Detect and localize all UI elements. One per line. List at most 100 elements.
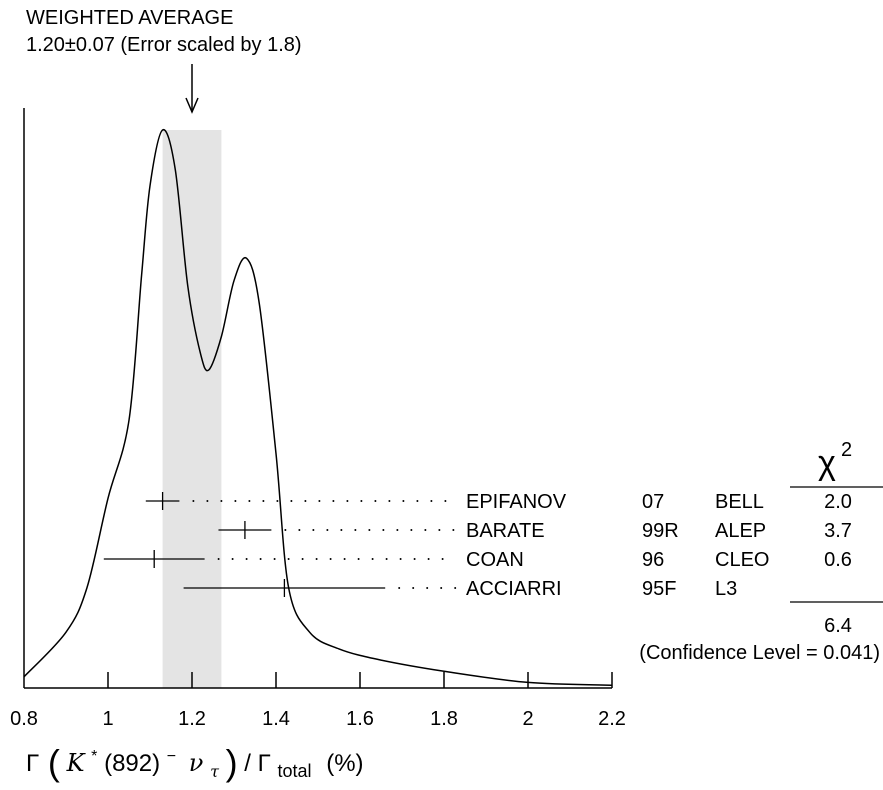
leader-dot	[452, 529, 455, 531]
x-tick-label: 1.6	[346, 708, 374, 730]
leader-dot	[374, 500, 377, 502]
leader-dot	[234, 500, 237, 502]
leader-dot	[388, 500, 391, 502]
x-label-close-paren: )	[226, 742, 238, 783]
leader-dot	[318, 500, 321, 502]
measurement-experiment: CLEO	[715, 549, 769, 571]
leader-dot	[396, 529, 399, 531]
leader-dot	[426, 587, 429, 589]
x-tick-label: 1.2	[178, 708, 206, 730]
x-label-tau: τ	[210, 762, 220, 781]
leader-dot	[332, 500, 335, 502]
x-tick-label: 0.8	[10, 708, 38, 730]
confidence-level: (Confidence Level = 0.041)	[639, 642, 880, 664]
ideogram-curve	[23, 129, 613, 686]
measurement-name: EPIFANOV	[466, 491, 567, 513]
chi2-symbol: χ	[818, 444, 836, 482]
leader-dot	[410, 529, 413, 531]
measurement-name: ACCIARRI	[466, 578, 562, 600]
leader-dot	[440, 587, 443, 589]
chi2-total: 6.4	[824, 615, 852, 637]
leader-dot	[340, 529, 343, 531]
x-label-slash: /	[244, 750, 251, 777]
measurement-year: 96	[642, 549, 664, 571]
x-label-open-paren: (	[48, 742, 60, 783]
chi2-header: χ	[818, 444, 836, 482]
x-tick-label: 2.2	[598, 708, 626, 730]
x-tick-label: 1	[102, 708, 113, 730]
x-tick-label: 2	[522, 708, 533, 730]
leader-dot	[371, 558, 374, 560]
leader-dot	[398, 587, 401, 589]
leader-dot	[273, 558, 276, 560]
measurement-row: COAN 96 CLEO 0.6	[103, 549, 852, 571]
weighted-average-value: 1.20±0.07 (Error scaled by 1.8)	[26, 34, 302, 56]
leader-dot	[343, 558, 346, 560]
x-label-gamma: Γ	[26, 750, 39, 777]
chi2-header-superscript: 2	[841, 439, 852, 461]
measurement-year: 95F	[642, 578, 676, 600]
leader-dot	[368, 529, 371, 531]
leader-dot	[357, 558, 360, 560]
leader-dot	[399, 558, 402, 560]
leader-dot	[192, 500, 195, 502]
weighted-average-title: WEIGHTED AVERAGE	[26, 7, 233, 29]
leader-dot	[301, 558, 304, 560]
x-label-total-gamma: Γ	[258, 750, 271, 777]
leader-dot	[444, 500, 447, 502]
leader-dot	[438, 529, 441, 531]
x-label-particle: K	[66, 749, 87, 777]
leader-dot	[412, 587, 415, 589]
leader-dot	[287, 558, 290, 560]
measurement-chi2: 3.7	[824, 520, 852, 542]
x-label-nu: ν	[189, 749, 204, 777]
measurement-experiment: BELL	[715, 491, 764, 513]
leader-dot	[276, 500, 279, 502]
measurement-row: BARATE 99R ALEP 3.7	[218, 520, 852, 542]
measurement-chi2: 2.0	[824, 491, 852, 513]
leader-dot	[220, 500, 223, 502]
leader-dot	[231, 558, 234, 560]
leader-dot	[329, 558, 332, 560]
leader-dot	[424, 529, 427, 531]
leader-dot	[413, 558, 416, 560]
measurement-year: 07	[642, 491, 664, 513]
leader-dot	[217, 558, 220, 560]
x-label-star: *	[91, 748, 97, 765]
leader-dot	[402, 500, 405, 502]
measurement-experiment: ALEP	[715, 520, 766, 542]
leader-dot	[284, 529, 287, 531]
measurement-name: BARATE	[466, 520, 545, 542]
weighted-average-arrow	[185, 64, 199, 114]
leader-dot	[259, 558, 262, 560]
x-label-unit: (%)	[326, 750, 363, 777]
x-label-total-sub: total	[278, 761, 312, 781]
x-label-mass: (892)	[104, 750, 160, 777]
leader-dot	[354, 529, 357, 531]
leader-dot	[245, 558, 248, 560]
leader-dot	[248, 500, 251, 502]
measurement-experiment: L3	[715, 578, 737, 600]
leader-dot	[454, 587, 457, 589]
measurement-chi2: 0.6	[824, 549, 852, 571]
measurement-row: ACCIARRI 95F L3	[183, 578, 737, 600]
leader-dot	[382, 529, 385, 531]
leader-dot	[326, 529, 329, 531]
leader-dot	[416, 500, 419, 502]
leader-dot	[304, 500, 307, 502]
leader-dot	[430, 500, 433, 502]
x-label-charge: −	[167, 748, 176, 765]
leader-dot	[360, 500, 363, 502]
measurement-name: COAN	[466, 549, 524, 571]
leader-dot	[262, 500, 265, 502]
arrow-head	[185, 97, 199, 114]
leader-dot	[346, 500, 349, 502]
x-tick-label: 1.4	[262, 708, 290, 730]
leader-dot	[441, 558, 444, 560]
x-axis-ticks: 0.8 1 1.2 1.4 1.6 1.8 2 2.2	[10, 672, 626, 730]
leader-dot	[298, 529, 301, 531]
leader-dot	[312, 529, 315, 531]
leader-dot	[290, 500, 293, 502]
leader-dot	[385, 558, 388, 560]
